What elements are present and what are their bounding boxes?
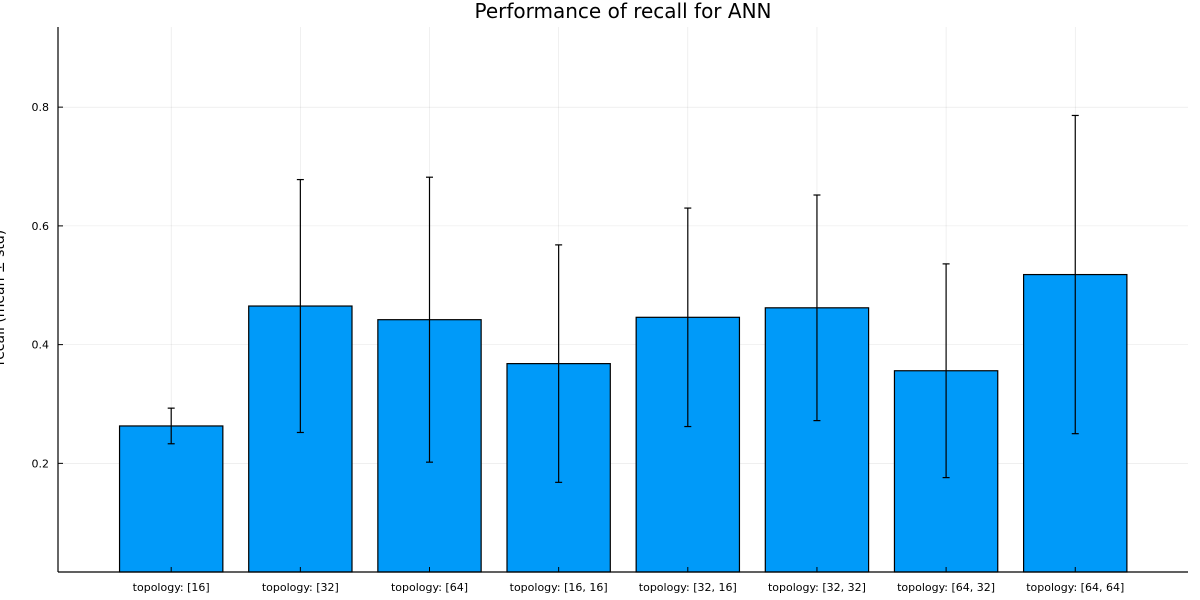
y-tick-label: 0.8: [32, 101, 50, 114]
x-tick-label: topology: [32, 16]: [639, 581, 737, 594]
error-bar: [684, 207, 692, 428]
error-bar: [555, 244, 563, 483]
error-bar: [167, 407, 175, 445]
x-tick-label: topology: [64, 64]: [1026, 581, 1124, 594]
error-bar: [1071, 114, 1079, 435]
x-tick-label: topology: [16, 16]: [510, 581, 608, 594]
x-tick-label: topology: [16]: [133, 581, 210, 594]
error-bars: [167, 114, 1079, 483]
y-axis-label: recall (mean ± std): [0, 230, 8, 366]
x-ticks: topology: [16] topology: [32] topology: [6…: [133, 567, 1124, 594]
grid: [58, 27, 1188, 572]
y-tick-label: 0.4: [32, 339, 50, 352]
error-bar: [813, 194, 821, 422]
axes: [57, 27, 1188, 573]
x-tick-label: topology: [32, 32]: [768, 581, 866, 594]
error-bar: [942, 263, 950, 479]
bars: [118, 273, 1128, 573]
x-tick-label: topology: [32]: [262, 581, 339, 594]
x-tick-label: topology: [64]: [391, 581, 468, 594]
y-ticks: 0.2 0.4 0.6 0.8: [32, 101, 63, 470]
chart-title: Performance of recall for ANN: [474, 0, 771, 23]
error-bar: [426, 176, 433, 463]
error-bar: [296, 178, 304, 434]
bar: [118, 425, 224, 573]
x-tick-label: topology: [64, 32]: [897, 581, 995, 594]
y-tick-label: 0.2: [32, 457, 50, 470]
y-tick-label: 0.6: [32, 220, 50, 233]
